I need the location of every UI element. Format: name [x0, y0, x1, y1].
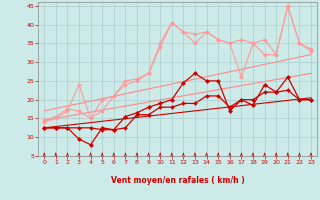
X-axis label: Vent moyen/en rafales ( km/h ): Vent moyen/en rafales ( km/h )	[111, 176, 244, 185]
